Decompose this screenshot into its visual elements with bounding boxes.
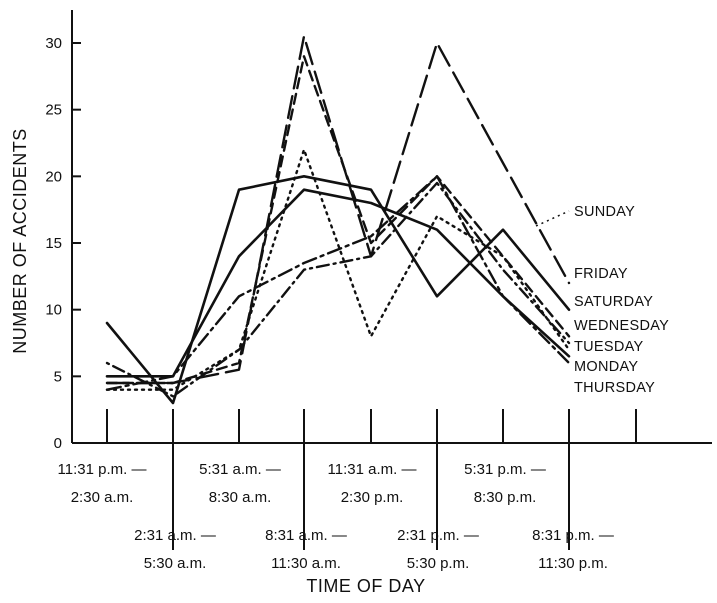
series-line-sunday — [105, 181, 571, 398]
y-tick-label: 10 — [45, 302, 62, 319]
x-category-label: 5:31 a.m. — — [199, 461, 281, 478]
axes: 0 5 10 15 20 25 30 — [45, 10, 712, 550]
series-label-thursday: THURSDAY — [574, 380, 655, 396]
y-tick-label: 5 — [54, 368, 62, 385]
y-tick-label: 0 — [54, 435, 62, 452]
series-label-sunday: SUNDAY — [574, 204, 635, 220]
series-label-saturday: SATURDAY — [574, 294, 653, 310]
series-label-friday: FRIDAY — [574, 266, 628, 282]
x-category-label: 8:30 p.m. — [474, 489, 537, 506]
y-axis-title: NUMBER OF ACCIDENTS — [10, 128, 30, 354]
y-tick-label: 25 — [45, 102, 62, 119]
x-category-labels: 11:31 p.m. — 2:30 a.m. 2:31 a.m. — 5:30 a.m… — [58, 461, 614, 572]
series-labels: SUNDAY FRIDAY SATURDAY WEDNESDAY TUESDAY MOND… — [535, 204, 669, 396]
series-label-wednesday: WEDNESDAY — [574, 318, 669, 334]
series-label-monday: MONDAY — [574, 359, 638, 375]
series-lines — [105, 35, 571, 405]
x-category-label: 2:31 a.m. — — [134, 527, 216, 544]
x-category-label: 11:31 a.m. — — [328, 461, 417, 478]
y-tick-label: 30 — [45, 35, 62, 52]
series-line-tuesday — [105, 148, 571, 391]
series-label-tuesday: TUESDAY — [574, 339, 644, 355]
x-category-label: 5:31 p.m. — — [464, 461, 546, 478]
x-category-label: 11:30 a.m. — [271, 555, 341, 572]
series-line-friday — [105, 35, 571, 385]
x-category-label: 2:30 p.m. — [341, 489, 404, 506]
x-category-label: 11:31 p.m. — — [58, 461, 147, 478]
x-axis-title: TIME OF DAY — [306, 576, 425, 596]
y-tick-label: 15 — [45, 235, 62, 252]
x-category-label: 2:30 a.m. — [71, 489, 134, 506]
x-category-label: 5:30 p.m. — [407, 555, 470, 572]
x-category-label: 2:31 p.m. — — [397, 527, 479, 544]
series-line-monday — [105, 188, 571, 378]
series-line-saturday — [105, 175, 571, 405]
series-line-wednesday — [105, 55, 571, 385]
x-category-label: 11:30 p.m. — [538, 555, 608, 572]
x-category-label: 8:31 p.m. — — [532, 527, 614, 544]
x-category-label: 5:30 a.m. — [144, 555, 207, 572]
x-category-label: 8:31 a.m. — — [265, 527, 347, 544]
sunday-label-leader — [535, 210, 570, 227]
series-line-thursday — [105, 175, 571, 391]
x-category-label: 8:30 a.m. — [209, 489, 272, 506]
y-tick-label: 20 — [45, 168, 62, 185]
